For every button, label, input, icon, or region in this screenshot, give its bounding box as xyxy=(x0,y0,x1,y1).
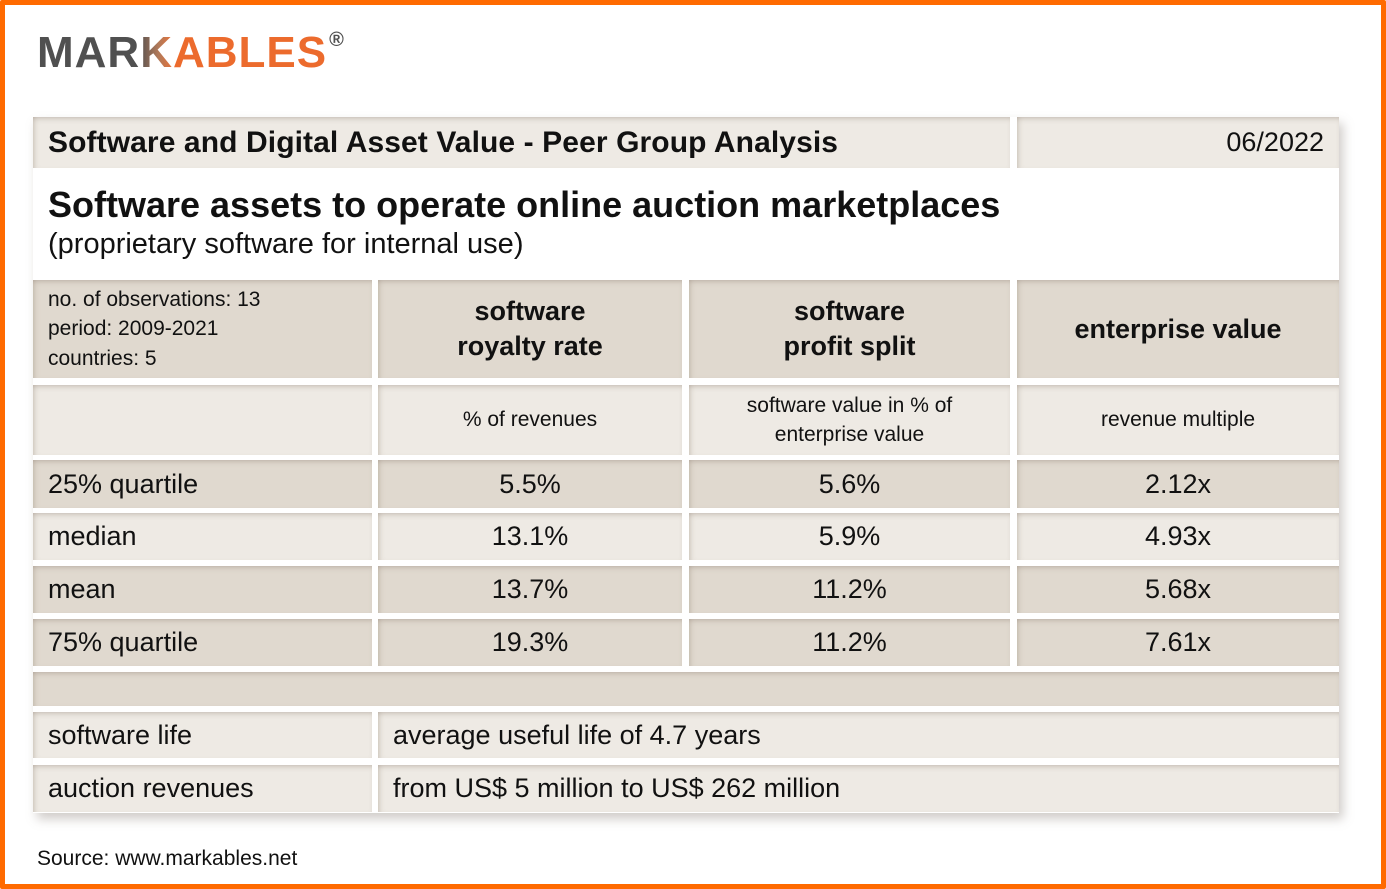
table-cell: 5.5% xyxy=(378,460,682,508)
table-cell: 19.3% xyxy=(378,619,682,666)
unit-royalty-rate: % of revenues xyxy=(378,385,682,455)
table-cell: 13.1% xyxy=(378,513,682,560)
table-cell: 5.6% xyxy=(689,460,1010,508)
report-title: Software and Digital Asset Value - Peer … xyxy=(48,125,839,159)
row-label: 75% quartile xyxy=(48,627,199,657)
markables-logo: MAR K ABLES ® xyxy=(37,28,345,78)
table-row-label-median: median xyxy=(33,513,372,560)
column-header-line: software xyxy=(474,296,586,326)
subject-title: Software assets to operate online auctio… xyxy=(48,184,1001,225)
table-row-label-q25: 25% quartile xyxy=(33,460,372,508)
royalty-rate-value: 5.5% xyxy=(499,468,561,499)
unit-label: revenue multiple xyxy=(1100,408,1256,432)
ev-multiple-value: 2.12x xyxy=(1144,468,1212,499)
column-header-line: enterprise value xyxy=(1074,313,1282,344)
unit-label: software value in % of xyxy=(746,393,953,417)
subject-subtitle: (proprietary software for internal use) xyxy=(48,228,524,260)
logo-text-ables: ABLES xyxy=(172,28,328,77)
table-cell: 2.12x xyxy=(1017,460,1339,508)
report-title-cell: Software and Digital Asset Value - Peer … xyxy=(33,117,1010,168)
column-header-enterprise-value: enterprise value xyxy=(1017,280,1339,378)
unit-profit-split: software value in % of enterprise value xyxy=(689,385,1010,455)
column-header-line: royalty rate xyxy=(457,331,603,361)
report-date-cell: 06/2022 xyxy=(1017,117,1339,168)
subject-title-block: Software assets to operate online auctio… xyxy=(33,170,1339,278)
royalty-rate-value: 13.7% xyxy=(491,574,569,604)
fact-value-software-life: average useful life of 4.7 years xyxy=(378,712,1339,758)
fact-label: software life xyxy=(48,719,193,750)
row-label: median xyxy=(48,521,137,551)
table-cell: 4.93x xyxy=(1017,513,1339,560)
table-cell: 7.61x xyxy=(1017,619,1339,666)
table-cell: 11.2% xyxy=(689,619,1010,666)
ev-multiple-value: 5.68x xyxy=(1144,574,1212,604)
unit-label: enterprise value xyxy=(774,423,925,446)
fact-value-auction-revenues: from US$ 5 million to US$ 262 million xyxy=(378,765,1339,812)
report-date: 06/2022 xyxy=(1226,127,1324,157)
fact-label: auction revenues xyxy=(48,773,254,803)
units-row-blank-cell xyxy=(33,385,372,455)
registered-trademark-icon: ® xyxy=(329,29,345,51)
logo-text-k: K xyxy=(140,28,173,77)
spacer-row xyxy=(33,672,1339,706)
column-header-royalty-rate: software royalty rate xyxy=(378,280,682,378)
table-row-label-mean: mean xyxy=(33,566,372,613)
unit-label: % of revenues xyxy=(462,408,598,432)
profit-split-value: 11.2% xyxy=(812,627,887,657)
table-cell: 13.7% xyxy=(378,566,682,613)
table-cell: 11.2% xyxy=(689,566,1010,613)
table-cell: 5.9% xyxy=(689,513,1010,560)
profit-split-value: 5.9% xyxy=(818,521,881,551)
column-header-line: software xyxy=(793,296,906,326)
logo-text-mar: MAR xyxy=(37,28,141,77)
peer-group-table: Software and Digital Asset Value - Peer … xyxy=(33,117,1339,813)
period-range: period: 2009-2021 xyxy=(48,317,219,341)
fact-label-software-life: software life xyxy=(33,712,372,758)
fact-value: average useful life of 4.7 years xyxy=(393,719,761,750)
column-header-line: profit split xyxy=(783,331,916,361)
unit-enterprise-value: revenue multiple xyxy=(1017,385,1339,455)
row-label: mean xyxy=(48,574,116,604)
royalty-rate-value: 13.1% xyxy=(491,521,569,551)
row-label: 25% quartile xyxy=(48,468,199,499)
fact-value: from US$ 5 million to US$ 262 million xyxy=(393,773,841,803)
source-note: Source: www.markables.net xyxy=(37,847,298,870)
table-row-label-q75: 75% quartile xyxy=(33,619,372,666)
table-cell: 5.68x xyxy=(1017,566,1339,613)
profit-split-value: 5.6% xyxy=(818,468,881,499)
sample-meta-cell: no. of observations: 13 period: 2009-202… xyxy=(33,280,372,378)
royalty-rate-value: 19.3% xyxy=(491,627,569,657)
ev-multiple-value: 4.93x xyxy=(1144,521,1212,551)
profit-split-value: 11.2% xyxy=(812,574,887,604)
countries-count: countries: 5 xyxy=(48,346,157,370)
fact-label-auction-revenues: auction revenues xyxy=(33,765,372,812)
column-header-profit-split: software profit split xyxy=(689,280,1010,378)
observations-count: no. of observations: 13 xyxy=(48,287,261,311)
ev-multiple-value: 7.61x xyxy=(1144,627,1212,657)
